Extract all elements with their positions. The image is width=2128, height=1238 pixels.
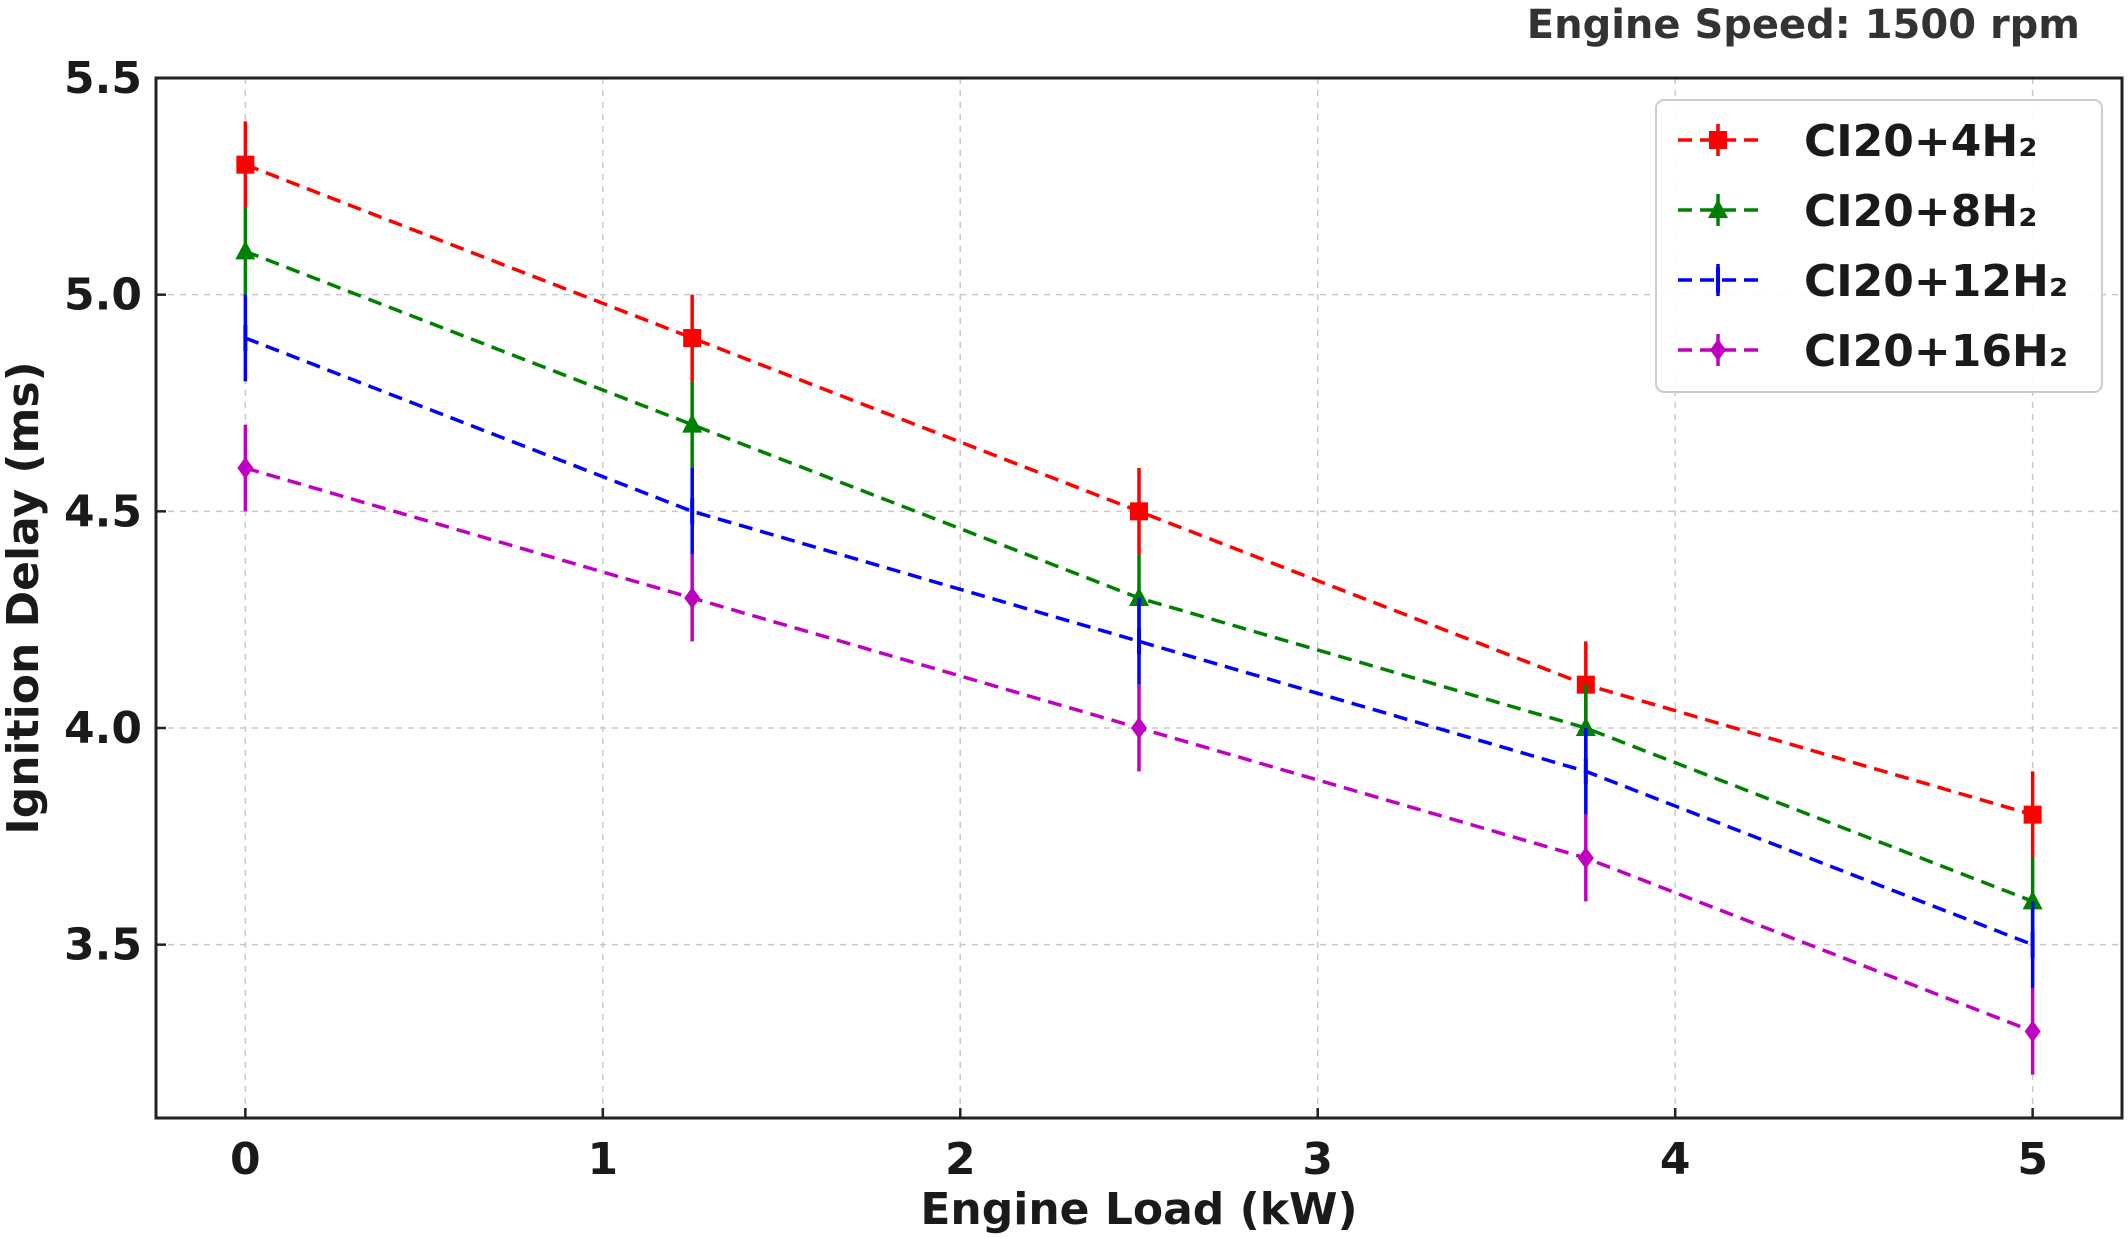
x-tick-label: 3 bbox=[1302, 1134, 1333, 1185]
data-point bbox=[2024, 1020, 2041, 1043]
data-point bbox=[1130, 502, 1148, 521]
data-point bbox=[683, 329, 702, 347]
legend-label: CI20+4H₂ bbox=[1804, 116, 2037, 167]
y-tick-label: 5.5 bbox=[64, 53, 142, 104]
data-point bbox=[2022, 890, 2043, 910]
legend-label: CI20+16H₂ bbox=[1804, 326, 2068, 377]
legend-box bbox=[1655, 99, 2103, 393]
data-point bbox=[684, 587, 701, 609]
legend-entry-ci20-8h2: CI20+8H₂ bbox=[1678, 186, 2037, 237]
x-tick-label: 5 bbox=[2017, 1134, 2048, 1185]
x-tick-label: 1 bbox=[588, 1134, 619, 1185]
y-axis-label: Ignition Delay (ms) bbox=[0, 361, 49, 834]
legend-marker bbox=[1710, 339, 1726, 361]
data-point bbox=[1577, 847, 1594, 869]
data-point bbox=[1131, 717, 1147, 739]
legend-label: CI20+8H₂ bbox=[1804, 186, 2037, 237]
x-tick-label: 0 bbox=[230, 1134, 261, 1185]
data-point bbox=[1575, 717, 1596, 736]
data-point bbox=[682, 413, 703, 433]
y-tick-label: 4.5 bbox=[64, 486, 142, 537]
legend-marker bbox=[1709, 131, 1727, 149]
data-point bbox=[2023, 805, 2042, 824]
data-point bbox=[1129, 587, 1149, 606]
data-point bbox=[237, 457, 254, 479]
legend-entry-ci20-4h2: CI20+4H₂ bbox=[1678, 116, 2037, 167]
series-ci20-16h2 bbox=[237, 424, 2041, 1075]
series-ci20-12h2 bbox=[243, 294, 2035, 988]
data-point bbox=[236, 155, 255, 174]
legend-entry-ci20-12h2: CI20+12H₂ bbox=[1678, 256, 2068, 307]
x-tick-label: 2 bbox=[945, 1134, 976, 1185]
series-line-ci20-12h2 bbox=[244, 336, 2034, 947]
legend: CI20+4H₂ CI20+8H₂ CI20+12H₂ CI20+16H₂ bbox=[1655, 99, 2103, 393]
x-tick-label: 4 bbox=[1660, 1134, 1691, 1185]
legend-entry-ci20-16h2: CI20+16H₂ bbox=[1678, 326, 2068, 377]
data-point bbox=[235, 240, 256, 260]
y-tick-label: 5.0 bbox=[64, 270, 142, 321]
plot-frame bbox=[154, 76, 2124, 1120]
y-tick-label: 4.0 bbox=[64, 703, 142, 754]
legend-marker bbox=[1708, 199, 1728, 218]
y-tick-label: 3.5 bbox=[64, 920, 142, 971]
chart-title: Engine Speed: 1500 rpm bbox=[1527, 2, 2080, 48]
legend-label: CI20+12H₂ bbox=[1804, 256, 2068, 307]
series-layer bbox=[235, 121, 2043, 1075]
x-axis-label: Engine Load (kW) bbox=[920, 1184, 1357, 1235]
axis-ticks: 0 1 2 3 4 5 3.5 4.0 4.5 5.0 5.5 bbox=[64, 53, 2048, 1185]
